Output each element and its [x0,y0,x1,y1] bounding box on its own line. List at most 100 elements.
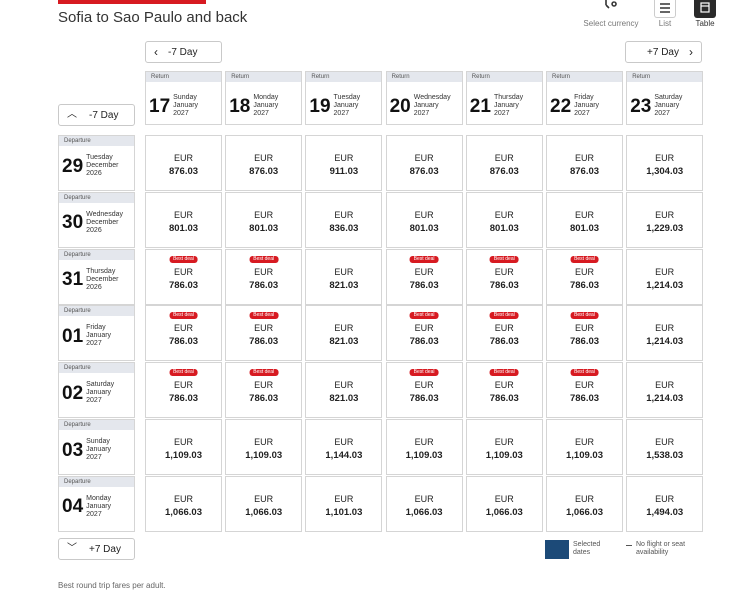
fare-cell[interactable]: EUR 821.03 [305,248,383,305]
fare-cell[interactable]: EUR 821.03 [305,305,383,362]
fare-amount: 821.03 [329,279,359,291]
month: January [86,446,112,453]
fare-cell[interactable]: EUR 876.03 [385,135,463,191]
fare-cell[interactable]: EUR 801.03 [465,191,543,248]
fare-currency: EUR [173,153,193,163]
fare-cell[interactable]: EUR 1,066.03 [546,475,623,532]
fare-amount: 1,109.03 [245,450,283,461]
fare-cell[interactable]: Best deal EUR 786.03 [465,362,543,419]
fare-amount: 1,494.03 [646,506,684,518]
fare-cell[interactable]: EUR 1,066.03 [145,475,222,532]
fare-cell[interactable]: EUR 801.03 [385,191,463,248]
fare-cell[interactable]: EUR 1,109.03 [145,419,222,475]
return-tag: Return [627,72,703,82]
fare-amount: 1,144.03 [325,450,363,461]
fare-cell[interactable]: Best deal EUR 786.03 [225,362,303,419]
fare-cell[interactable]: EUR 801.03 [546,191,623,248]
fare-cell[interactable]: EUR 1,214.03 [626,305,704,362]
year: 2026 [86,283,102,291]
departure-tag: Departure [59,420,134,430]
fare-cell[interactable]: Best deal EUR 786.03 [225,305,303,362]
fare-cell[interactable]: EUR 1,144.03 [305,419,383,475]
fare-amount: 801.03 [168,222,199,234]
fare-cell[interactable]: EUR 876.03 [225,135,303,191]
return-tag: Return [547,72,622,82]
best-deal-badge: Best deal [409,312,439,320]
fare-amount: 1,229.03 [646,222,684,234]
fare-currency: EUR [334,323,354,334]
fare-cell[interactable]: EUR 911.03 [305,135,383,191]
fare-cell[interactable]: EUR 1,229.03 [626,191,704,248]
fare-cell[interactable]: EUR 1,101.03 [305,475,383,532]
departure-date: 04 Monday January 2027 [59,487,134,519]
fare-amount: 1,214.03 [646,336,684,348]
fare-cell[interactable]: Best deal EUR 786.03 [225,248,303,305]
fare-cell[interactable]: Best deal EUR 786.03 [465,305,543,362]
day-number: 30 [62,212,84,234]
return-date: 21 Thursday January 2027 [467,82,542,118]
fare-cell[interactable]: EUR 1,109.03 [225,419,303,475]
fare-cell[interactable]: EUR 876.03 [145,135,222,191]
next-departure-dates-button[interactable]: ﹀ +7 Day [58,538,135,560]
weekday: Sunday [173,94,197,101]
fare-amount: 786.03 [409,393,439,405]
weekday: Thursday [86,267,116,275]
fare-cell[interactable]: EUR 801.03 [145,191,222,248]
fare-cell[interactable]: Best deal EUR 786.03 [385,305,463,362]
fare-cell[interactable]: EUR 1,538.03 [626,419,704,475]
departure-date-header: Departure 29 Tuesday December 2026 [58,135,135,191]
fare-cell[interactable]: EUR 801.03 [225,191,303,248]
fare-cell[interactable]: EUR 1,109.03 [385,419,463,475]
departure-date: 29 Tuesday December 2026 [59,146,134,178]
fare-amount: 1,109.03 [405,450,443,461]
fare-cell[interactable]: EUR 1,304.03 [626,135,704,191]
fare-cell[interactable]: Best deal EUR 786.03 [465,248,543,305]
fare-amount: 1,101.03 [325,506,363,518]
weekday: Tuesday [333,94,361,101]
fare-cell[interactable]: EUR 1,066.03 [465,475,543,532]
fare-amount: 801.03 [249,222,279,234]
fare-cell[interactable]: EUR 876.03 [546,135,623,191]
day-number: 18 [229,95,251,117]
fare-amount: 786.03 [409,279,439,291]
fare-cell[interactable]: Best deal EUR 786.03 [145,305,222,362]
departure-tag: Departure [59,476,134,487]
fare-cell[interactable]: Best deal EUR 786.03 [546,362,623,419]
fare-cell[interactable]: EUR 1,109.03 [465,419,543,475]
fare-cell[interactable]: EUR 1,214.03 [626,362,704,419]
fare-cell[interactable]: Best deal EUR 786.03 [145,362,222,419]
fare-amount: 801.03 [569,222,600,234]
date-text: Saturday January 2027 [86,381,114,405]
fare-cell[interactable]: EUR 876.03 [465,135,543,191]
fare-cell[interactable]: Best deal EUR 786.03 [385,248,463,305]
fare-cell[interactable]: EUR 1,066.03 [225,475,303,532]
departure-tag: Departure [59,306,134,317]
previous-return-dates-button[interactable]: ‹ -7 Day [145,41,222,63]
previous-departure-dates-button[interactable]: ︿ -7 Day [58,104,135,126]
fare-amount: 786.03 [489,336,519,348]
year: 2027 [413,110,430,117]
fare-cell[interactable]: EUR 1,066.03 [385,475,463,532]
weekday: Tuesday [86,154,113,161]
fare-amount: 876.03 [409,166,439,177]
date-text: Wednesday January 2027 [414,94,451,118]
date-text: Tuesday January 2027 [334,94,361,118]
fare-amount: 801.03 [489,222,519,234]
fare-currency: EUR [494,437,514,447]
fare-amount: 1,066.03 [566,506,603,518]
fare-cell[interactable]: EUR 821.03 [305,362,383,419]
fare-cell[interactable]: EUR 1,214.03 [626,248,704,305]
fare-cell[interactable]: Best deal EUR 786.03 [145,248,222,305]
best-deal-badge: Best deal [409,369,439,377]
fare-cell[interactable]: EUR 1,494.03 [626,475,704,532]
fare-cell[interactable]: EUR 1,109.03 [546,419,623,475]
fare-cell[interactable]: Best deal EUR 786.03 [546,305,623,362]
weekday: Monday [86,494,112,502]
next-return-dates-button[interactable]: +7 Day › [625,41,702,63]
fare-currency: EUR [494,209,514,220]
fare-cell[interactable]: Best deal EUR 786.03 [546,248,623,305]
fare-cell[interactable]: Best deal EUR 786.03 [385,362,463,419]
fare-amount: 1,214.03 [646,279,684,291]
year: 2027 [86,397,102,405]
fare-cell[interactable]: EUR 836.03 [305,191,383,248]
